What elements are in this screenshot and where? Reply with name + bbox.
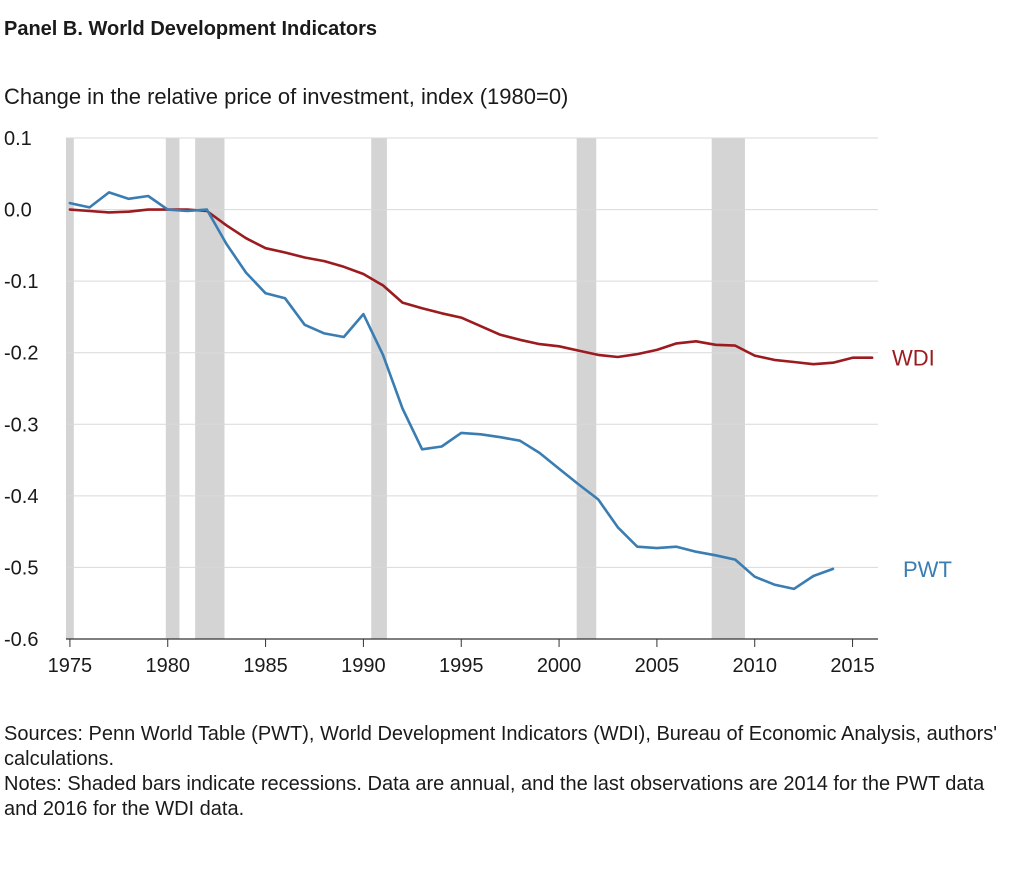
x-tick-label: 2015 xyxy=(830,655,875,677)
y-tick-label: 0.0 xyxy=(4,200,32,222)
y-axis-ticks: 0.1 0.0 -0.1 -0.2 -0.3 -0.4 -0.5 -0.6 xyxy=(4,128,38,651)
y-axis-caption: Change in the relative price of investme… xyxy=(4,84,569,109)
series-line-wdi xyxy=(68,208,874,366)
x-tick-label: 2005 xyxy=(635,655,680,677)
sources-text: Sources: Penn World Table (PWT), World D… xyxy=(4,723,998,770)
y-tick-label: -0.3 xyxy=(4,414,38,436)
x-tick-label: 1980 xyxy=(145,655,190,677)
recession-band-1 xyxy=(66,138,74,639)
x-tick-label: 2010 xyxy=(732,655,777,677)
y-tick-label: -0.2 xyxy=(4,343,38,365)
line-chart: 0.10.0-0.1-0.2-0.3-0.4-0.5-0.6 1975 1980 1… xyxy=(4,128,952,677)
series-lines xyxy=(68,191,874,591)
recession-bands xyxy=(66,138,745,639)
y-tick-label: -0.1 xyxy=(4,271,38,293)
y-tick-label: 0.1 xyxy=(4,128,32,150)
recession-band-4 xyxy=(371,138,387,639)
x-tick-label: 1995 xyxy=(439,655,484,677)
x-tick-label: 1975 xyxy=(48,655,93,677)
notes-block: Sources: Penn World Table (PWT), World D… xyxy=(4,722,1014,822)
recession-band-2 xyxy=(165,138,180,639)
x-tick-label: 1990 xyxy=(341,655,386,677)
y-tick-label: -0.5 xyxy=(4,557,38,579)
series-label-wdi: WDI xyxy=(892,346,935,371)
series-labels: WDI PWT xyxy=(892,346,952,582)
panel-title: Panel B. World Development Indicators xyxy=(4,18,378,40)
notes-text: Notes: Shaded bars indicate recessions. … xyxy=(4,773,985,820)
y-tick-label: -0.4 xyxy=(4,486,38,508)
x-tick-label: 1985 xyxy=(243,655,288,677)
y-tick-label: -0.6 xyxy=(4,629,38,651)
x-axis-ticks: 1975 1980 1985 1990 1995 2000 2005 2010 2015 xyxy=(48,639,875,677)
series-line-pwt xyxy=(68,191,835,591)
series-label-pwt: PWT xyxy=(903,557,952,582)
gridlines xyxy=(66,137,878,568)
x-tick-label: 2000 xyxy=(537,655,582,677)
recession-band-5 xyxy=(576,138,597,639)
